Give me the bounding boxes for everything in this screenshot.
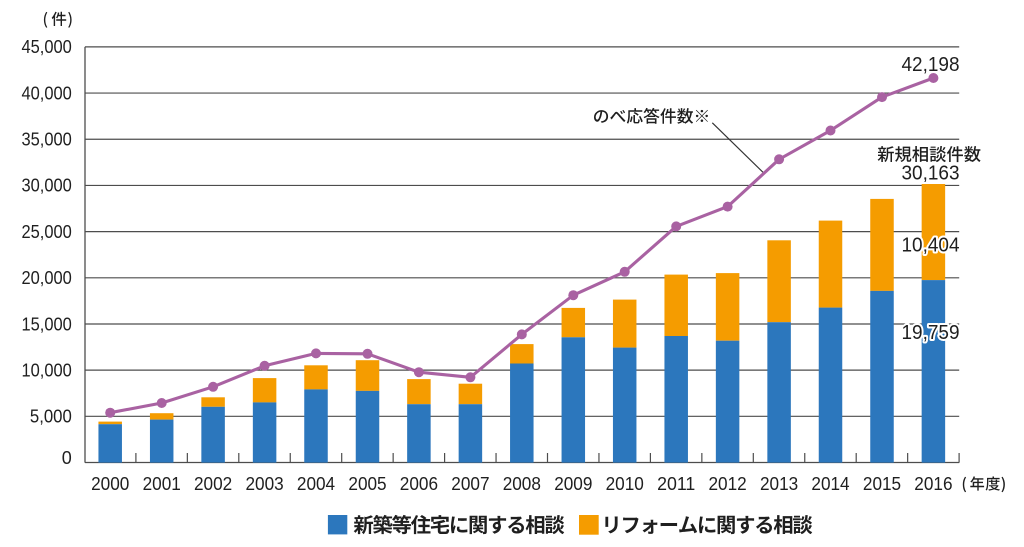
svg-text:2016: 2016 bbox=[914, 474, 952, 494]
svg-text:40,000: 40,000 bbox=[22, 83, 72, 103]
svg-text:2010: 2010 bbox=[606, 474, 644, 494]
svg-text:2002: 2002 bbox=[194, 474, 232, 494]
svg-text:20,000: 20,000 bbox=[22, 268, 72, 288]
svg-text:15,000: 15,000 bbox=[22, 314, 72, 334]
svg-text:25,000: 25,000 bbox=[22, 222, 72, 242]
svg-text:2001: 2001 bbox=[143, 474, 181, 494]
svg-text:2015: 2015 bbox=[863, 474, 901, 494]
svg-text:2008: 2008 bbox=[503, 474, 541, 494]
svg-text:2004: 2004 bbox=[297, 474, 335, 494]
svg-text:10,000: 10,000 bbox=[22, 360, 72, 380]
svg-text:2007: 2007 bbox=[451, 474, 489, 494]
svg-text:30,163: 30,163 bbox=[902, 162, 960, 184]
svg-text:2012: 2012 bbox=[709, 474, 747, 494]
svg-text:2003: 2003 bbox=[246, 474, 284, 494]
svg-text:2014: 2014 bbox=[811, 474, 849, 494]
svg-text:19,759: 19,759 bbox=[902, 322, 960, 344]
svg-text:2000: 2000 bbox=[91, 474, 129, 494]
svg-text:0: 0 bbox=[62, 448, 72, 468]
svg-text:10,404: 10,404 bbox=[902, 234, 960, 256]
svg-text:2005: 2005 bbox=[348, 474, 386, 494]
svg-text:30,000: 30,000 bbox=[22, 176, 72, 196]
svg-text:5,000: 5,000 bbox=[30, 407, 72, 427]
svg-text:2013: 2013 bbox=[760, 474, 798, 494]
svg-text:35,000: 35,000 bbox=[22, 130, 72, 150]
svg-text:2006: 2006 bbox=[400, 474, 438, 494]
svg-text:42,198: 42,198 bbox=[902, 54, 960, 76]
svg-text:45,000: 45,000 bbox=[22, 37, 72, 57]
svg-text:2009: 2009 bbox=[554, 474, 592, 494]
svg-text:2011: 2011 bbox=[657, 474, 695, 494]
